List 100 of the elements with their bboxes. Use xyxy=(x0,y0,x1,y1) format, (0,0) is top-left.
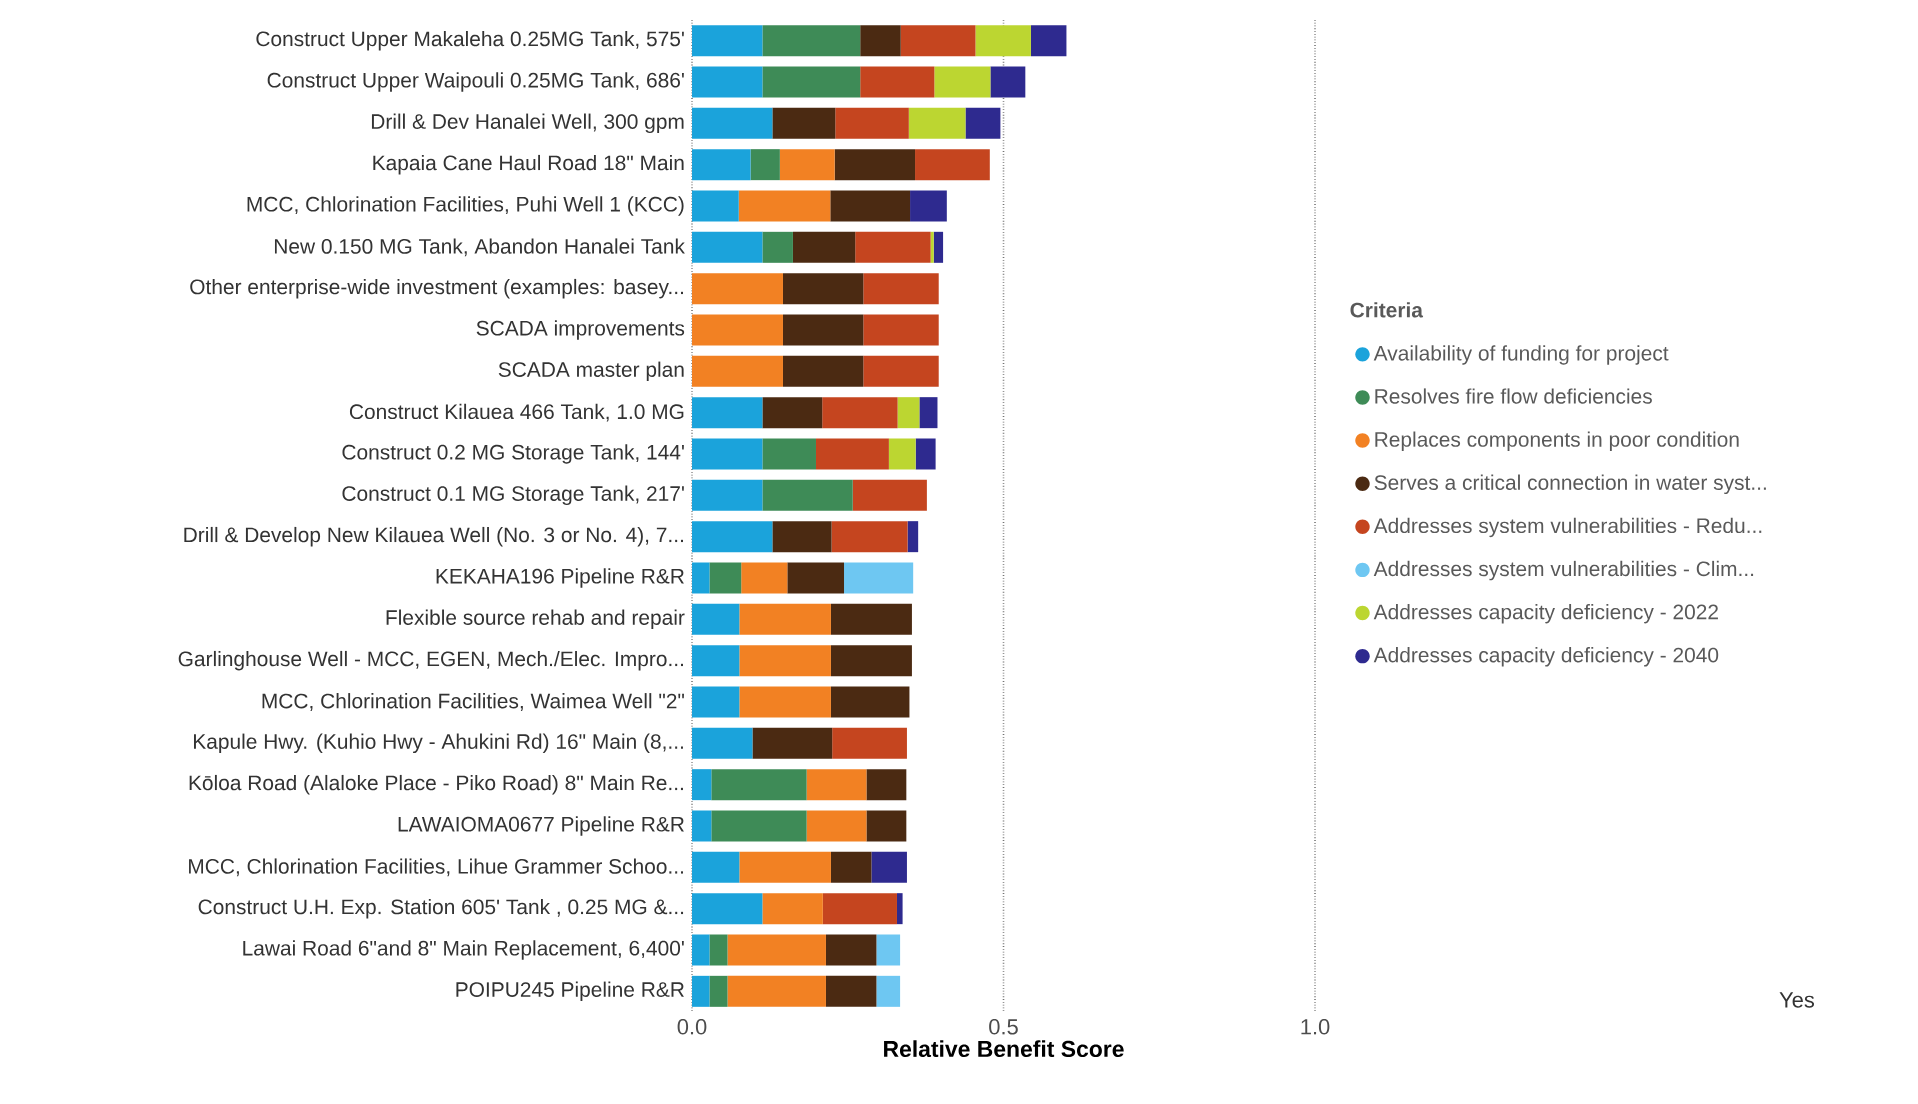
bar xyxy=(888,438,916,470)
y-tick-label: Drill & Dev Hanalei Well, 300 gpm xyxy=(371,113,684,134)
bar xyxy=(692,231,763,263)
bar xyxy=(975,25,1031,57)
bar xyxy=(933,231,944,263)
bar xyxy=(782,314,864,346)
bar xyxy=(830,645,912,677)
legend-label: Serves a critical connection in water syst... xyxy=(1374,474,1766,495)
bar xyxy=(738,190,831,222)
bar xyxy=(692,438,763,470)
bar xyxy=(692,851,740,883)
bar xyxy=(739,603,831,635)
bar xyxy=(692,190,739,222)
bar xyxy=(692,314,783,346)
y-tick-label: MCC, Chlorination Facilities, Lihue Grammer Schoo... xyxy=(189,858,683,877)
bar xyxy=(709,562,742,594)
bar xyxy=(830,686,910,718)
legend-label: Addresses capacity deficiency - 2040 xyxy=(1373,647,1719,667)
bar xyxy=(863,273,939,305)
y-tick-label: SCADA improvements xyxy=(476,320,685,340)
bar xyxy=(930,231,934,263)
y-tick-label: LAWAIOMA0677 Pipeline R&R xyxy=(398,816,684,836)
legend-label: Availability of funding for project xyxy=(1373,345,1669,365)
y-tick-label: Kapaia Cane Haul Road 18" Main xyxy=(373,154,684,175)
bar xyxy=(860,66,935,98)
y-tick-label: Kapule Hwy. (Kuhio Hwy - Ahukini Rd) 16" Main (8,... xyxy=(194,733,683,754)
bar xyxy=(965,107,1001,139)
bar xyxy=(852,479,927,511)
y-tick-label: Garlinghouse Well - MCC, EGEN, Mech./Elec. Impro... xyxy=(178,650,684,671)
y-tick-label: New 0.150 MG Tank, Abandon Hanalei Tank xyxy=(274,238,685,257)
bar xyxy=(762,893,823,925)
bar xyxy=(762,231,793,263)
bar xyxy=(692,686,740,718)
bar xyxy=(711,769,807,801)
bar xyxy=(834,149,916,181)
bar xyxy=(692,934,710,966)
bar xyxy=(806,810,867,842)
bar xyxy=(910,190,947,222)
bar xyxy=(855,231,931,263)
text: Yes xyxy=(1779,992,1815,1008)
legend-title: Criteria xyxy=(1350,302,1424,318)
bar xyxy=(692,727,753,759)
bar xyxy=(772,521,832,553)
bar xyxy=(739,851,831,883)
legend-label: Resolves fire flow deficiencies xyxy=(1375,388,1652,404)
bar xyxy=(692,107,773,139)
bar xyxy=(692,975,710,1007)
y-tick-label: Kōloa Road (Alaloke Place - Piko Road) 8" Main Re... xyxy=(189,774,683,795)
bar xyxy=(934,66,991,98)
bar xyxy=(692,603,740,635)
bar xyxy=(896,893,903,925)
bar xyxy=(990,66,1026,98)
bar xyxy=(772,107,836,139)
bar xyxy=(741,562,788,594)
bar xyxy=(876,934,901,966)
bar xyxy=(863,355,939,387)
bar xyxy=(919,397,938,429)
y-tick-label: POIPU245 Pipeline R&R xyxy=(456,981,684,1002)
y-tick-label: KEKAHA196 Pipeline R&R xyxy=(436,568,684,588)
bar xyxy=(692,562,710,594)
bar xyxy=(692,25,763,57)
bar xyxy=(876,975,901,1007)
bar xyxy=(739,645,831,677)
bar xyxy=(863,314,939,346)
bar xyxy=(692,893,763,925)
bar xyxy=(692,810,712,842)
bar xyxy=(787,562,845,594)
legend-label: Replaces components in poor condition xyxy=(1375,431,1739,451)
y-tick-label: Flexible source rehab and repair xyxy=(386,609,685,630)
bar xyxy=(692,149,751,181)
bar xyxy=(866,769,907,801)
x-tick-label: 0.0 xyxy=(677,1019,707,1035)
bar xyxy=(709,934,728,966)
bar xyxy=(692,645,740,677)
bar xyxy=(825,934,877,966)
bar xyxy=(692,521,773,553)
bar xyxy=(831,521,908,553)
bar xyxy=(915,149,990,181)
y-tick-label: Other enterprise-wide investment (examples: basey... xyxy=(190,278,684,299)
x-axis-title: Relative Benefit Score xyxy=(884,1040,1124,1058)
bar xyxy=(806,769,867,801)
bar xyxy=(779,149,835,181)
y-tick-label: Drill & Develop New Kilauea Well (No. 3 or No. 4), 7... xyxy=(184,526,683,547)
bar xyxy=(907,521,919,553)
bar xyxy=(782,273,864,305)
bar xyxy=(692,397,763,429)
y-tick-label: SCADA master plan xyxy=(498,361,684,382)
y-tick-label: MCC, Chlorination Facilities, Puhi Well 1 (KCC) xyxy=(247,196,684,216)
bar xyxy=(692,273,783,305)
legend-label: Addresses system vulnerabilities - Clim... xyxy=(1373,560,1754,581)
legend-label: Addresses capacity deficiency - 2022 xyxy=(1373,603,1718,624)
bar xyxy=(897,397,920,429)
bar xyxy=(825,975,877,1007)
bar xyxy=(822,397,898,429)
bar xyxy=(900,25,976,57)
bar xyxy=(711,810,807,842)
y-tick-label: Construct U.H. Exp. Station 605' Tank , 0.25 MG &... xyxy=(198,898,684,919)
bar xyxy=(822,893,897,925)
bar xyxy=(709,975,728,1007)
y-tick-label: Construct Kilauea 466 Tank, 1.0 MG xyxy=(349,403,684,422)
